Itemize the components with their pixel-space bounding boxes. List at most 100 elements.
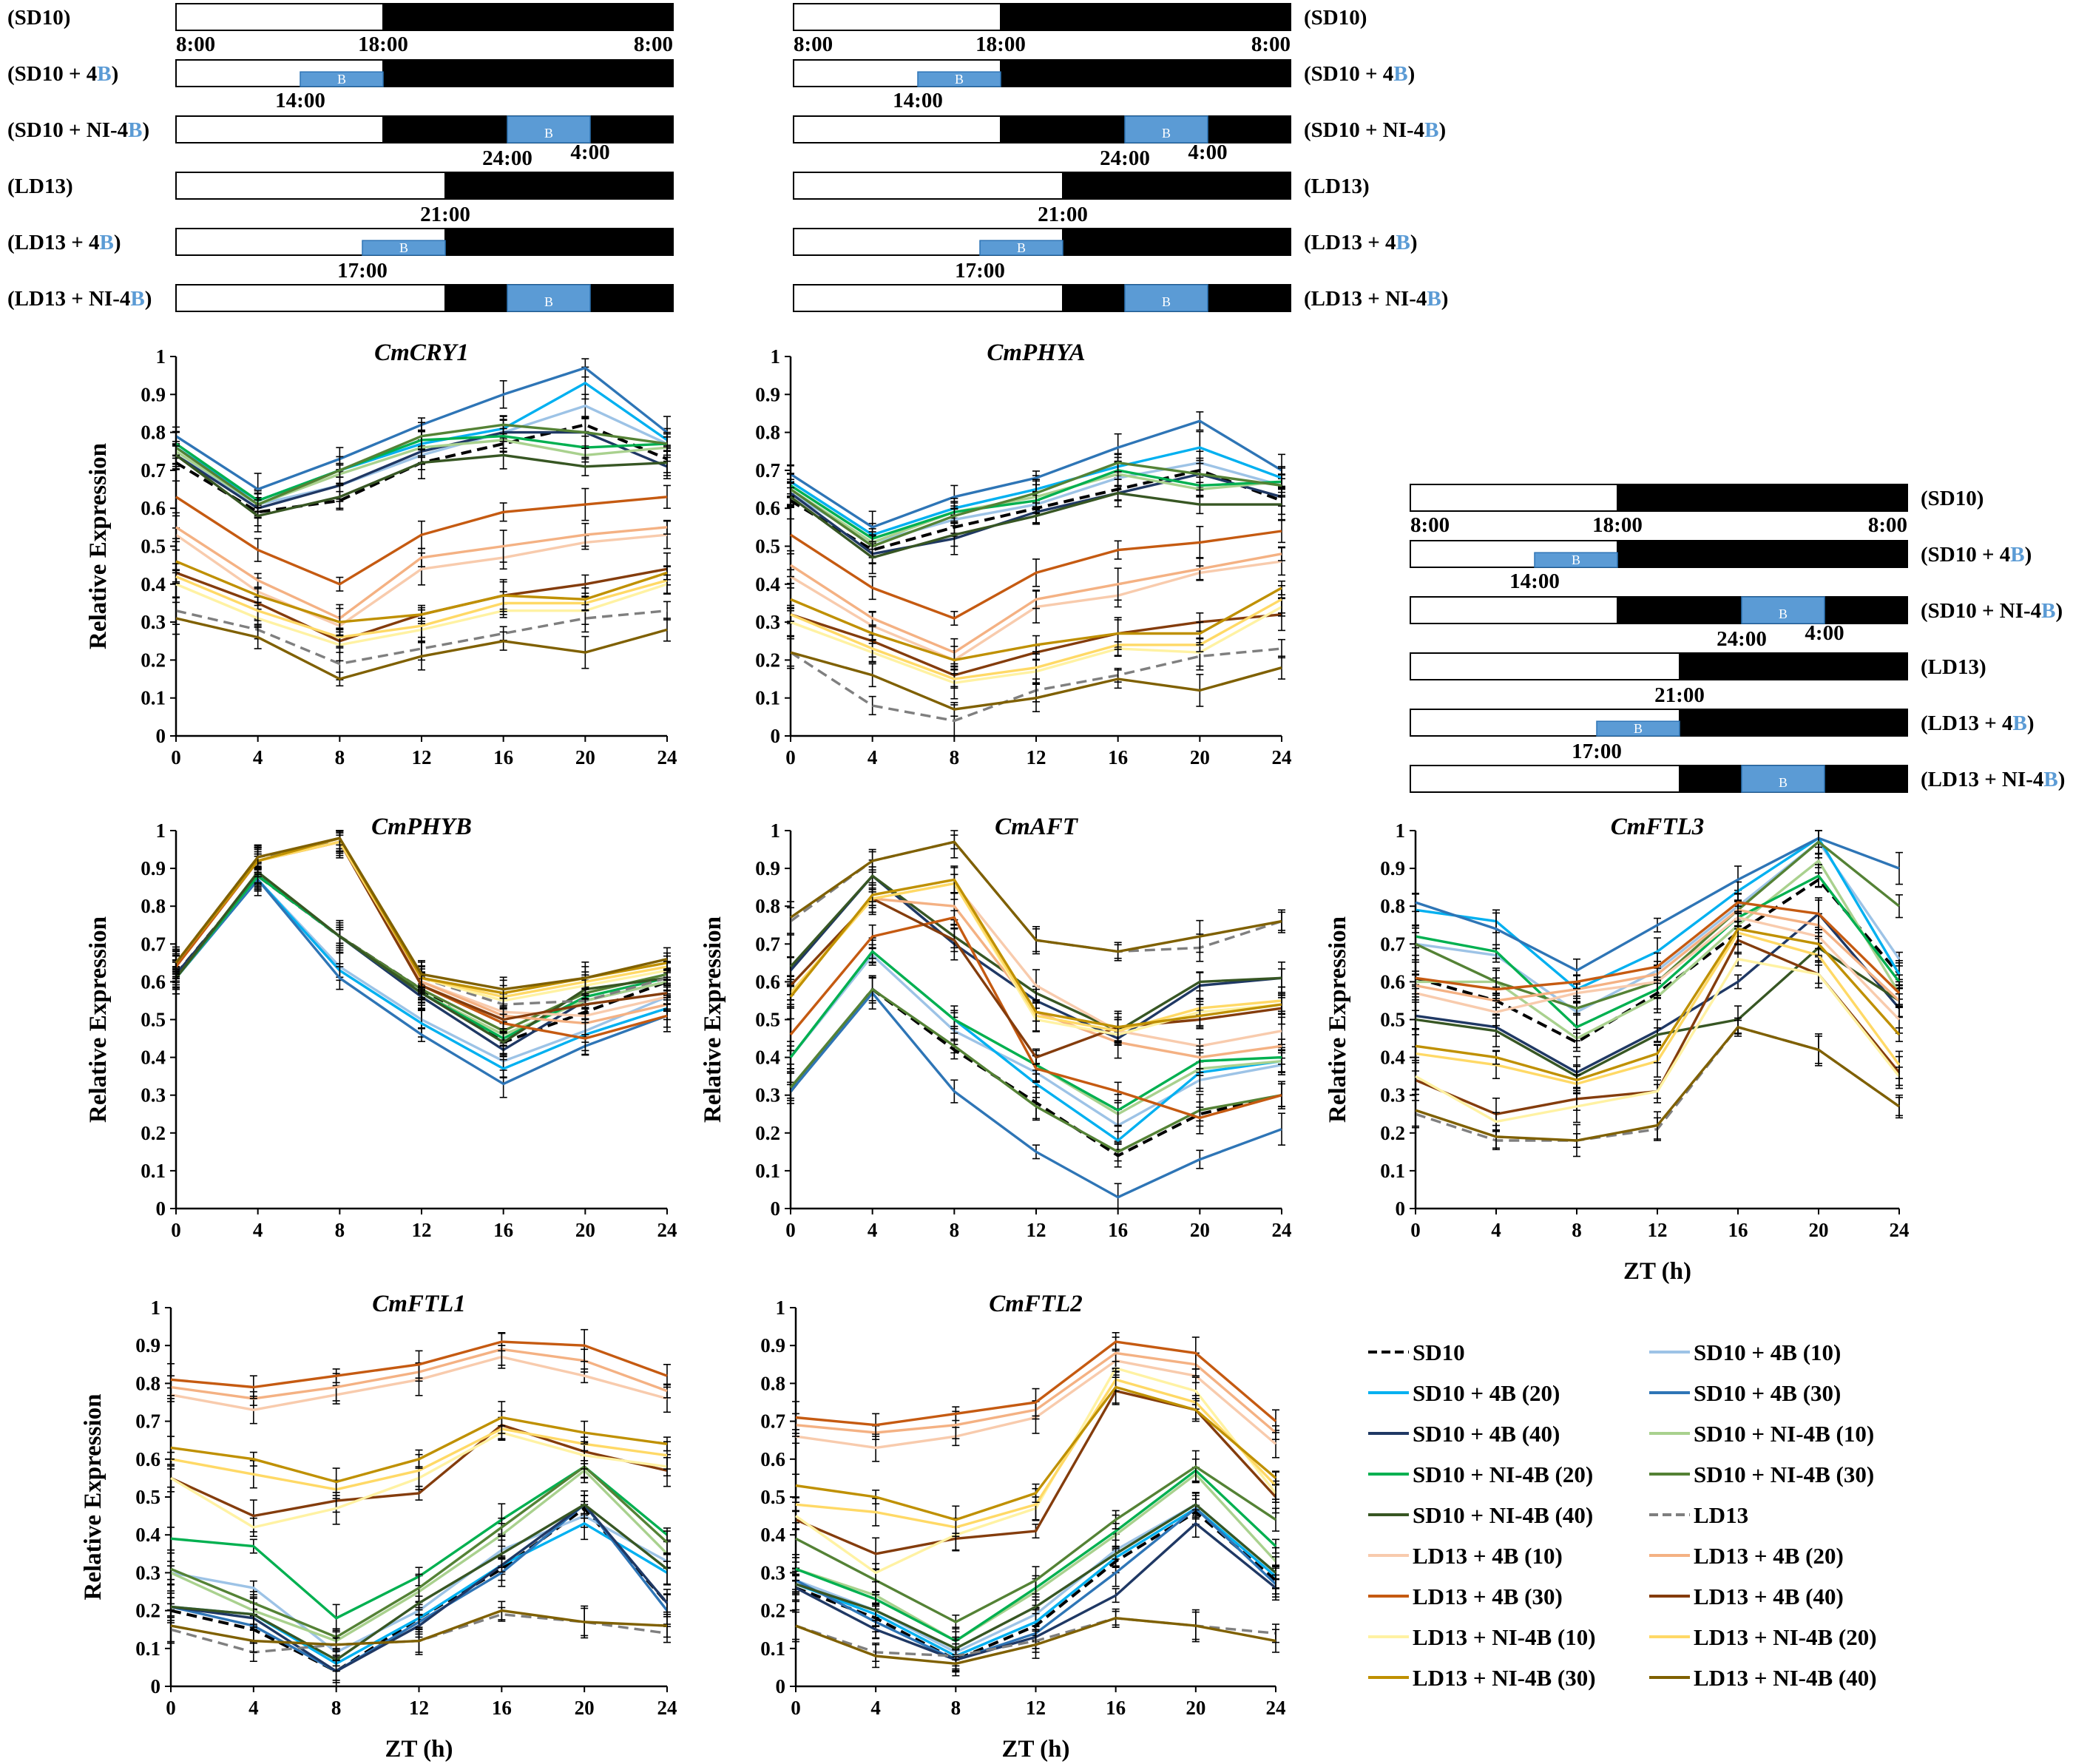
schematic-label: (LD13 + 4B): [7, 231, 121, 254]
y-tick-label: 0.9: [1380, 857, 1405, 879]
series-line: [170, 1609, 668, 1646]
series-line: [170, 1503, 669, 1661]
x-tick-label: 0: [785, 746, 796, 768]
photoperiod-schematics: (SD10)B(SD10 + 4B)B(SD10 + NI-4B)(LD13)B…: [7, 3, 2066, 793]
series-line: [790, 587, 1282, 662]
x-tick-label: 8: [950, 746, 960, 768]
x-tick-label: 12: [1026, 1697, 1046, 1719]
y-tick-label: 0: [156, 1197, 166, 1220]
chart-cmftl1: 0 0.1 0.2 0.3 0.4 0.5 0.6 0.7 0.8 0.9 1 0 4 8 12 16 20 24…: [80, 1291, 677, 1763]
y-tick-label: 0.3: [760, 1561, 785, 1584]
light-period-bar: [175, 3, 384, 31]
series-line: [789, 916, 1282, 1120]
chart-cmphyb: 0 0.1 0.2 0.3 0.4 0.5 0.6 0.7 0.8 0.9 1 0 4 8 12 16 20 24…: [85, 814, 677, 1241]
schematic-label-text: (SD10 + NI-4: [1304, 118, 1424, 142]
legend-label: LD13 + NI-4B (30): [1413, 1665, 1596, 1691]
blue-bar-letter: B: [1572, 552, 1580, 567]
series-ld13-ni-4b-30: [787, 865, 1285, 1044]
series-sd10-ni-4b-40: [787, 479, 1285, 575]
time-label: 17:00: [1572, 740, 1622, 763]
time-label: 8:00: [1868, 513, 1907, 537]
legend-label: LD13 + 4B (20): [1694, 1543, 1844, 1569]
blue-bar-letter: B: [1779, 775, 1788, 790]
legend-entry-sd10-4b-40: SD10 + 4B (40): [1368, 1421, 1560, 1447]
schematic-label-blue: B: [128, 118, 142, 142]
blue-light-bar: [1124, 284, 1208, 312]
blue-bar-letter: B: [1162, 126, 1171, 141]
schematic-label-blue: B: [2041, 599, 2055, 623]
series-line: [175, 560, 668, 624]
y-tick-label: 0.9: [135, 1334, 160, 1356]
time-label: 24:00: [1100, 146, 1150, 170]
x-tick-label: 4: [1491, 1219, 1501, 1241]
blue-bar-letter: B: [337, 72, 346, 87]
series-ld13-ni-4b-40: [172, 601, 671, 687]
x-tick-label: 8: [951, 1697, 961, 1719]
y-tick-label: 0: [156, 725, 166, 747]
y-tick-label: 0.1: [141, 687, 166, 709]
y-tick-label: 1: [156, 345, 166, 368]
x-tick-label: 24: [1272, 1219, 1292, 1241]
x-tick-label: 24: [1272, 746, 1292, 768]
legend-label: LD13 + 4B (40): [1694, 1584, 1844, 1609]
dark-period-bar: [1617, 484, 1908, 512]
legend-label: SD10 + NI-4B (10): [1694, 1421, 1874, 1447]
schematic-label-tail: ): [145, 287, 152, 311]
schematic-label: (SD10 + 4B): [1921, 543, 2032, 567]
blue-light-bar: [300, 71, 384, 87]
schematic-label: (LD13): [1304, 175, 1370, 198]
series-line: [795, 1617, 1276, 1666]
dark-period-bar: [444, 172, 674, 200]
y-tick-label: 0.2: [1380, 1122, 1405, 1144]
series-ld13-ni-4b-40: [172, 831, 671, 999]
y-tick-label: 0.6: [141, 970, 166, 993]
series-line: [175, 453, 668, 518]
y-tick-label: 0.3: [755, 1084, 780, 1106]
series-line: [790, 552, 1282, 654]
blue-light-bar: [507, 284, 591, 312]
y-tick-label: 0.4: [755, 1047, 780, 1069]
y-tick-label: 0.4: [760, 1524, 785, 1546]
schematic-label: (LD13 + NI-4B): [7, 287, 152, 311]
y-axis-label: Relative Expression: [85, 916, 112, 1123]
legend-label: LD13 + 4B (10): [1413, 1543, 1563, 1569]
schematic-label-blue: B: [99, 231, 113, 254]
y-tick-label: 0.1: [755, 687, 780, 709]
series-line: [1415, 957, 1901, 1123]
time-label: 24:00: [482, 146, 532, 170]
series-line: [1415, 1025, 1900, 1142]
y-tick-label: 0.1: [1380, 1160, 1405, 1182]
schematic-label: (SD10 + 4B): [7, 62, 118, 86]
series-line: [789, 878, 1282, 1029]
schematic-label-tail: ): [2058, 768, 2066, 791]
x-axis-label: ZT (h): [1623, 1258, 1691, 1285]
y-tick-label: 0.8: [760, 1372, 785, 1394]
series-ld13-4b-30: [172, 480, 671, 592]
series-ld13-ni-4b-40: [787, 834, 1285, 962]
y-tick-label: 0.3: [755, 611, 780, 633]
x-tick-label: 24: [1266, 1697, 1286, 1719]
chart-cmftl2: 0 0.1 0.2 0.3 0.4 0.5 0.6 0.7 0.8 0.9 1 0 4 8 12 16 20 24…: [760, 1291, 1285, 1763]
x-tick-label: 0: [791, 1697, 801, 1719]
legend-label: LD13: [1694, 1502, 1748, 1528]
chart-title: CmPHYB: [371, 814, 472, 840]
chart-title: CmFTL2: [989, 1291, 1083, 1317]
series-line: [790, 530, 1282, 620]
time-label: 8:00: [1410, 513, 1450, 537]
legend-label: SD10 + 4B (40): [1413, 1421, 1560, 1447]
time-label: 14:00: [1509, 570, 1560, 593]
x-tick-label: 16: [1108, 746, 1128, 768]
schematic-label-text: (LD13 + 4: [1921, 712, 2012, 735]
series-line: [795, 1385, 1277, 1521]
x-tick-label: 16: [1108, 1219, 1128, 1241]
series-sd10-ni-4b-40: [167, 1495, 671, 1672]
schematic-label-text: (LD13 + 4: [1304, 231, 1396, 254]
blue-bar-letter: B: [1017, 240, 1026, 255]
time-label: 18:00: [975, 33, 1026, 56]
schematic-label-tail: ): [1408, 62, 1416, 86]
dark-period-bar: [382, 3, 674, 31]
x-tick-label: 0: [171, 1219, 181, 1241]
blue-bar-letter: B: [1634, 721, 1643, 736]
series-ld13-ni-4b-40: [167, 1601, 671, 1655]
